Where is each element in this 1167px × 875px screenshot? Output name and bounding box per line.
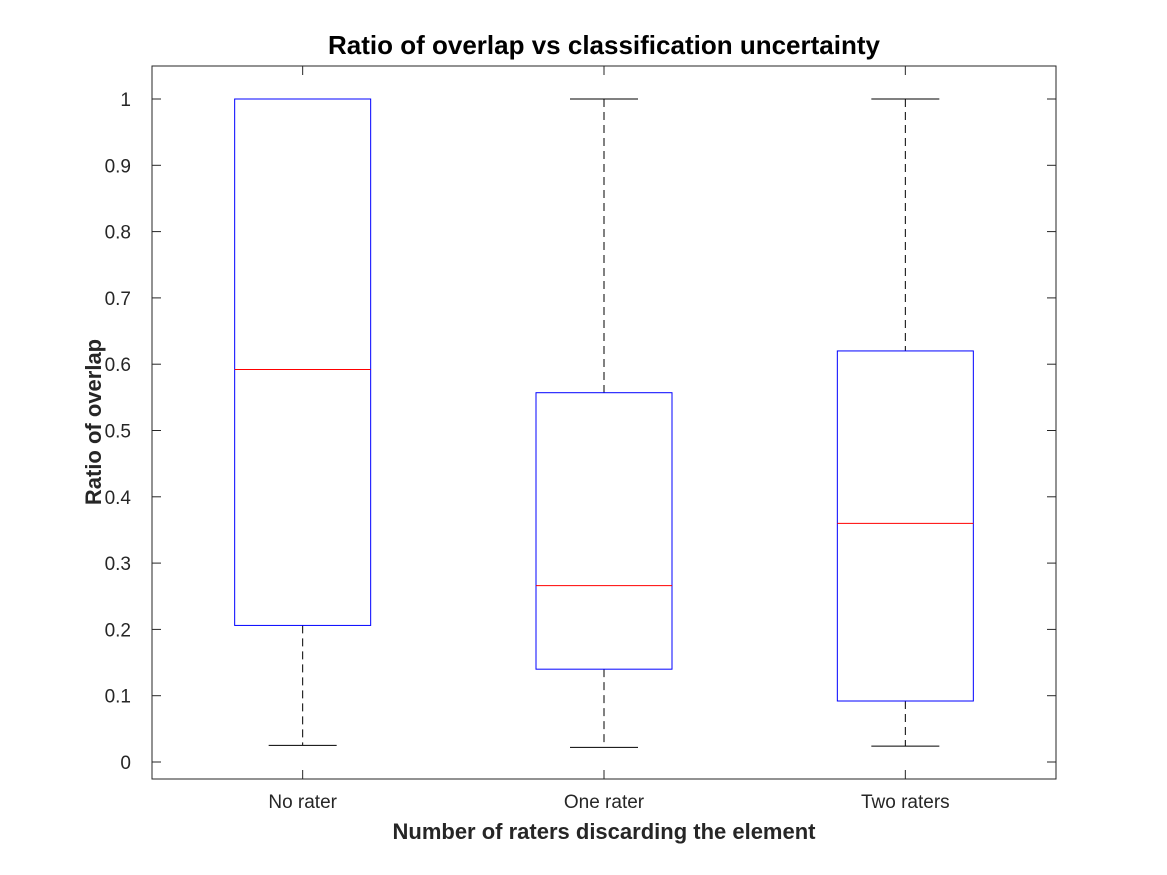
iqr-box [836, 350, 974, 702]
box-group [836, 98, 974, 747]
y-tick-label: 0.7 [105, 289, 131, 310]
plot-area: 0 0.1 0.2 0.3 0.4 0.5 0.6 0.7 0.8 0.9 1 No rater One… [105, 65, 1057, 813]
boxes-layer [234, 98, 974, 748]
y-tick-label: 0.1 [105, 687, 131, 708]
x-tick-label: Two raters [861, 792, 950, 813]
y-tick-label: 0.9 [105, 156, 131, 177]
y-tick-label: 0.6 [105, 355, 131, 376]
y-tick-label: 0 [120, 753, 131, 774]
box-group [535, 98, 673, 748]
x-tick-label: No rater [268, 792, 337, 813]
y-axis-label: Ratio of overlap [81, 339, 106, 505]
chart-title: Ratio of overlap vs classification uncer… [328, 30, 880, 60]
y-tick-label: 0.3 [105, 554, 131, 575]
y-tick-label: 0.4 [105, 488, 132, 509]
y-tick-label: 0.2 [105, 620, 131, 641]
y-tick-label: 0.5 [105, 422, 131, 443]
ticks-layer: 0 0.1 0.2 0.3 0.4 0.5 0.6 0.7 0.8 0.9 1 No rater One… [105, 66, 1056, 813]
y-tick-label: 0.8 [105, 223, 131, 244]
y-tick-label: 1 [120, 90, 131, 111]
box-group [234, 98, 372, 746]
iqr-box [234, 98, 372, 626]
x-axis-label: Number of raters discarding the element [393, 819, 817, 844]
iqr-box [535, 392, 673, 670]
x-tick-label: One rater [564, 792, 645, 813]
